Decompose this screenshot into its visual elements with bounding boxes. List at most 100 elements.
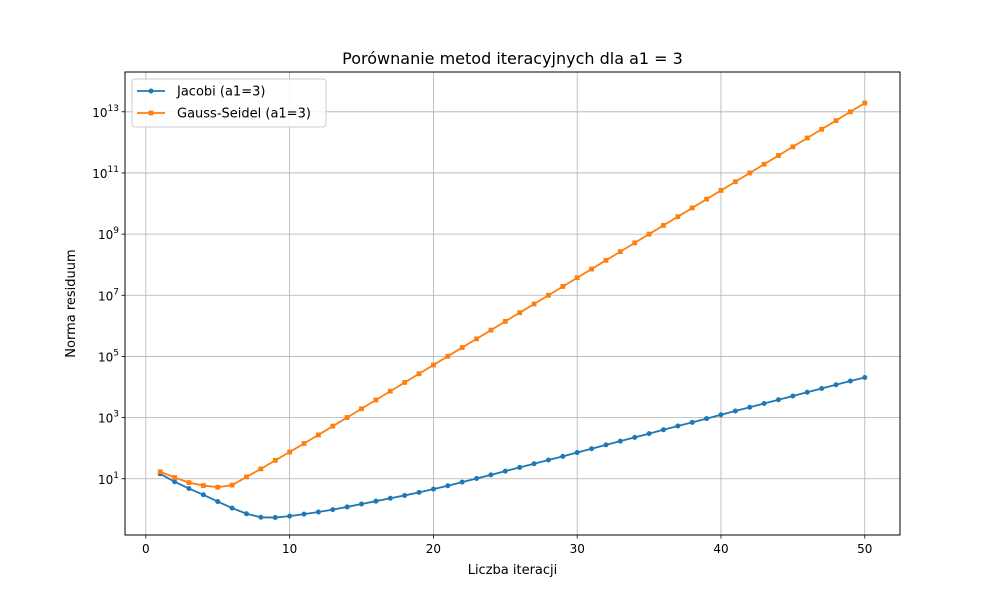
x-tick-label: 40 [713, 542, 728, 556]
data-point [531, 301, 537, 307]
series-0 [157, 374, 868, 521]
data-point [402, 492, 408, 498]
y-axis-label: Norma residuum [64, 249, 79, 357]
data-point [776, 397, 782, 403]
data-point [560, 284, 566, 289]
data-point [574, 275, 580, 281]
y-tick-exponent: 1 [113, 471, 119, 481]
y-tick-base: 10 [92, 167, 107, 181]
data-point [272, 515, 278, 521]
data-point [502, 318, 508, 324]
legend: Jacobi (a1=3) Gauss-Seidel (a1=3) [131, 78, 327, 128]
data-point [229, 482, 235, 488]
data-point [632, 434, 638, 440]
data-point [157, 469, 163, 475]
data-point [359, 501, 365, 507]
data-point [847, 109, 853, 115]
legend-label: Jacobi (a1=3) [176, 85, 265, 100]
y-tick-exponent: 5 [113, 348, 119, 358]
y-tick-exponent: 11 [108, 165, 119, 175]
data-point [675, 423, 681, 429]
x-tick-label: 50 [857, 542, 872, 556]
x-axis-label: Liczba iteracji [468, 563, 558, 578]
data-point [862, 374, 868, 380]
y-tick-base: 10 [92, 106, 107, 120]
legend-entry: Jacobi (a1=3) [137, 85, 265, 100]
data-point [387, 388, 393, 394]
data-point [517, 464, 523, 470]
data-point [718, 188, 724, 193]
data-point [689, 419, 695, 425]
series-layer [157, 100, 868, 521]
data-point [862, 100, 868, 106]
data-point [761, 161, 767, 167]
y-tick-base: 10 [98, 412, 113, 426]
data-point [344, 504, 350, 510]
data-point [560, 453, 566, 459]
data-point [186, 480, 192, 485]
y-tick-label: 103 [98, 410, 119, 426]
data-point [301, 441, 307, 446]
x-tick-label: 0 [142, 542, 150, 556]
data-point [359, 406, 364, 412]
data-point [373, 397, 379, 403]
data-point [819, 385, 825, 391]
y-tick-label: 105 [98, 348, 119, 364]
data-point [804, 389, 810, 395]
data-point [330, 507, 336, 513]
data-point [474, 476, 480, 482]
y-tick-exponent: 9 [113, 226, 119, 236]
data-point [660, 427, 666, 433]
data-point [445, 483, 451, 489]
data-point [603, 442, 609, 448]
data-point [819, 126, 825, 132]
data-point [474, 336, 479, 342]
y-tick-exponent: 3 [113, 410, 119, 420]
data-point [790, 393, 796, 399]
data-point [272, 457, 278, 463]
data-point [445, 353, 451, 359]
data-point [330, 423, 336, 429]
data-point [172, 479, 178, 485]
data-point [617, 249, 623, 255]
data-point [589, 266, 594, 272]
data-point [258, 514, 264, 520]
data-point [603, 257, 609, 263]
legend-entry: Gauss-Seidel (a1=3) [137, 107, 311, 122]
data-point [488, 472, 494, 478]
data-point [747, 170, 753, 176]
data-point [675, 214, 681, 220]
data-point [517, 310, 523, 316]
x-tick-label: 30 [570, 542, 585, 556]
data-point [287, 513, 293, 519]
y-tick-exponent: 13 [108, 104, 119, 114]
data-point [646, 431, 652, 437]
data-point [287, 449, 293, 455]
data-point [804, 135, 810, 141]
data-point [589, 446, 595, 452]
data-point [546, 292, 551, 298]
data-point [661, 222, 666, 228]
y-tick-exponent: 7 [113, 287, 119, 297]
grid [125, 72, 900, 535]
data-point [215, 484, 221, 490]
data-point [258, 466, 264, 472]
data-point [732, 408, 738, 414]
data-point [244, 474, 249, 480]
data-point [545, 457, 551, 463]
data-point [459, 345, 465, 350]
data-point [747, 404, 753, 410]
data-point [402, 380, 408, 385]
data-point [574, 450, 580, 456]
data-point [344, 415, 350, 420]
data-point [502, 468, 508, 474]
data-point [459, 479, 465, 485]
data-point [186, 486, 192, 492]
series-1 [157, 100, 868, 490]
data-point [790, 144, 796, 150]
data-point [617, 438, 623, 444]
data-point [243, 511, 249, 517]
data-point [416, 489, 422, 495]
data-point [531, 461, 537, 467]
